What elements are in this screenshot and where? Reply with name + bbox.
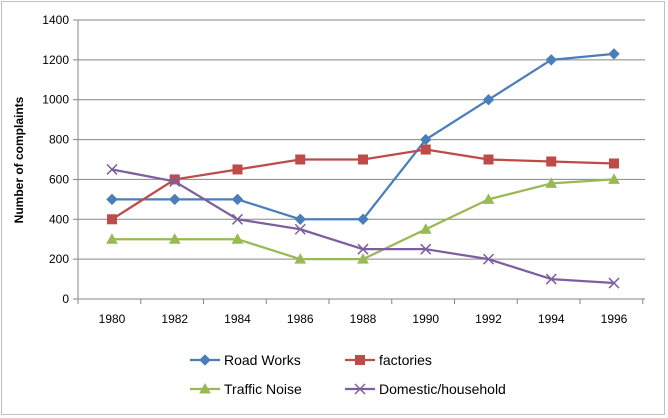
data-point-road-works	[294, 213, 306, 225]
data-point-domestic-household	[545, 273, 557, 285]
data-point-traffic-noise	[545, 177, 558, 188]
data-point-domestic-household	[169, 175, 181, 187]
data-point-road-works	[545, 54, 557, 66]
legend-item-road-works: Road Works	[190, 352, 301, 368]
legend-label: Road Works	[224, 352, 301, 368]
marker-stroke	[545, 273, 557, 285]
y-tick-label: 1400	[42, 13, 69, 27]
series-road-works	[106, 48, 620, 225]
legend-label: factories	[379, 352, 432, 368]
x-tick-label: 1982	[161, 312, 188, 326]
y-tick-label: 600	[49, 172, 69, 186]
legend-swatch-marker	[199, 382, 211, 394]
x-tick-label: 1980	[99, 312, 126, 326]
legend-item-domestic-household: Domestic/household	[345, 381, 506, 397]
marker-stroke	[482, 253, 495, 265]
data-point-traffic-noise	[231, 233, 244, 244]
marker-stroke	[106, 163, 118, 175]
marker-stroke	[420, 243, 432, 255]
x-tick-label: 1996	[601, 312, 628, 326]
x-tick-label: 1990	[412, 312, 439, 326]
data-point-domestic-household	[294, 223, 306, 235]
x-tick-label: 1986	[287, 312, 314, 326]
x-tick-label: 1992	[475, 312, 502, 326]
legend-item-traffic-noise: Traffic Noise	[190, 381, 302, 397]
data-point-factories	[358, 154, 368, 165]
legend-label: Domestic/household	[379, 381, 506, 397]
y-tick-labels: 0 200 400 600 800 1000 1200 1400	[42, 13, 69, 306]
data-point-factories	[295, 154, 306, 165]
y-axis-title: Number of complaints	[12, 96, 26, 223]
axes	[73, 19, 645, 304]
series-domestic-household	[106, 163, 620, 289]
marker-stroke	[231, 213, 244, 225]
legend-item-factories: factories	[345, 352, 432, 368]
series-traffic-noise	[106, 173, 620, 264]
legend-swatch-marker	[355, 355, 365, 365]
data-point-traffic-noise	[419, 223, 432, 234]
data-point-traffic-noise	[294, 253, 307, 264]
y-tick-label: 400	[49, 212, 69, 226]
data-point-domestic-household	[420, 243, 432, 255]
data-point-factories	[483, 154, 494, 165]
y-tick-label: 800	[49, 133, 69, 147]
data-point-traffic-noise	[106, 233, 118, 244]
marker-stroke	[169, 175, 181, 187]
data-point-road-works	[608, 48, 620, 60]
data-point-road-works	[169, 193, 181, 206]
data-point-traffic-noise	[608, 173, 620, 184]
data-point-factories	[107, 214, 117, 225]
data-point-traffic-noise	[357, 253, 369, 264]
legend: Road Works factories Traffic Noise Domestic…	[190, 352, 506, 397]
marker-stroke	[357, 243, 369, 255]
x-tick-label: 1984	[224, 312, 251, 326]
marker-stroke	[294, 223, 306, 235]
x-tick-label: 1988	[350, 312, 377, 326]
y-tick-label: 1200	[42, 53, 69, 67]
data-point-traffic-noise	[168, 233, 181, 244]
y-tick-label: 1000	[42, 93, 69, 107]
data-point-factories	[609, 158, 619, 169]
x-tick-labels: 1980 1982 1984 1986 1988 1990 1992 1994 1996	[99, 312, 628, 326]
legend-swatch-marker	[354, 383, 366, 395]
data-point-domestic-household	[106, 163, 118, 175]
data-point-road-works	[357, 213, 369, 225]
data-point-road-works	[482, 94, 495, 106]
marker-stroke	[608, 277, 620, 289]
legend-label: Traffic Noise	[224, 381, 302, 397]
series-factories	[107, 144, 619, 225]
data-point-domestic-household	[608, 277, 620, 289]
series-lines	[106, 48, 620, 289]
data-point-factories	[546, 156, 557, 167]
data-point-road-works	[231, 193, 244, 206]
data-point-road-works	[106, 193, 118, 206]
data-point-factories	[232, 164, 243, 175]
data-point-domestic-household	[231, 213, 244, 225]
y-tick-label: 0	[62, 292, 69, 306]
x-tick-label: 1994	[538, 312, 565, 326]
series-line-road-works	[112, 52, 615, 221]
data-point-domestic-household	[357, 243, 369, 255]
legend-swatch-marker	[199, 354, 211, 366]
data-point-domestic-household	[482, 253, 495, 265]
data-point-traffic-noise	[482, 193, 495, 204]
data-point-factories	[420, 144, 431, 155]
marker-stroke	[354, 383, 366, 395]
y-tick-label: 200	[49, 252, 69, 266]
